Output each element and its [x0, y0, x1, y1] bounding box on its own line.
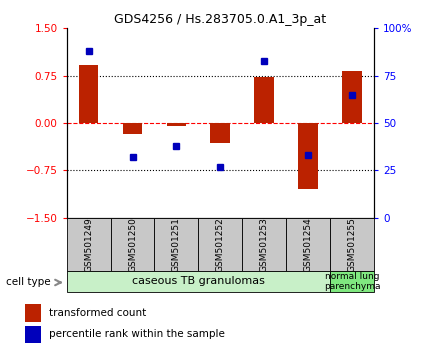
Bar	[211, 123, 230, 143]
Text: GSM501252: GSM501252	[216, 217, 225, 272]
Bar	[298, 123, 318, 189]
Bar	[25, 326, 41, 343]
Text: caseous TB granulomas: caseous TB granulomas	[132, 276, 265, 286]
Bar	[198, 218, 243, 271]
Text: GSM501249: GSM501249	[84, 217, 93, 272]
Bar	[330, 218, 374, 271]
Text: GSM501254: GSM501254	[304, 217, 313, 272]
Bar	[342, 71, 362, 123]
Bar	[123, 123, 142, 135]
Bar	[67, 271, 330, 292]
Bar	[154, 218, 198, 271]
Bar	[111, 218, 154, 271]
Bar	[166, 123, 186, 126]
Text: GSM501255: GSM501255	[347, 217, 356, 272]
Bar	[243, 218, 286, 271]
Text: cell type: cell type	[6, 278, 51, 287]
Text: transformed count: transformed count	[49, 308, 146, 318]
Text: percentile rank within the sample: percentile rank within the sample	[49, 330, 224, 339]
Bar	[25, 304, 41, 321]
Text: GSM501251: GSM501251	[172, 217, 181, 272]
Text: GSM501250: GSM501250	[128, 217, 137, 272]
Bar	[330, 271, 374, 292]
Bar	[255, 77, 274, 123]
Text: normal lung
parenchyma: normal lung parenchyma	[324, 272, 381, 291]
Bar	[67, 218, 111, 271]
Bar	[286, 218, 330, 271]
Title: GDS4256 / Hs.283705.0.A1_3p_at: GDS4256 / Hs.283705.0.A1_3p_at	[114, 13, 326, 26]
Bar	[79, 65, 98, 123]
Text: GSM501253: GSM501253	[260, 217, 269, 272]
